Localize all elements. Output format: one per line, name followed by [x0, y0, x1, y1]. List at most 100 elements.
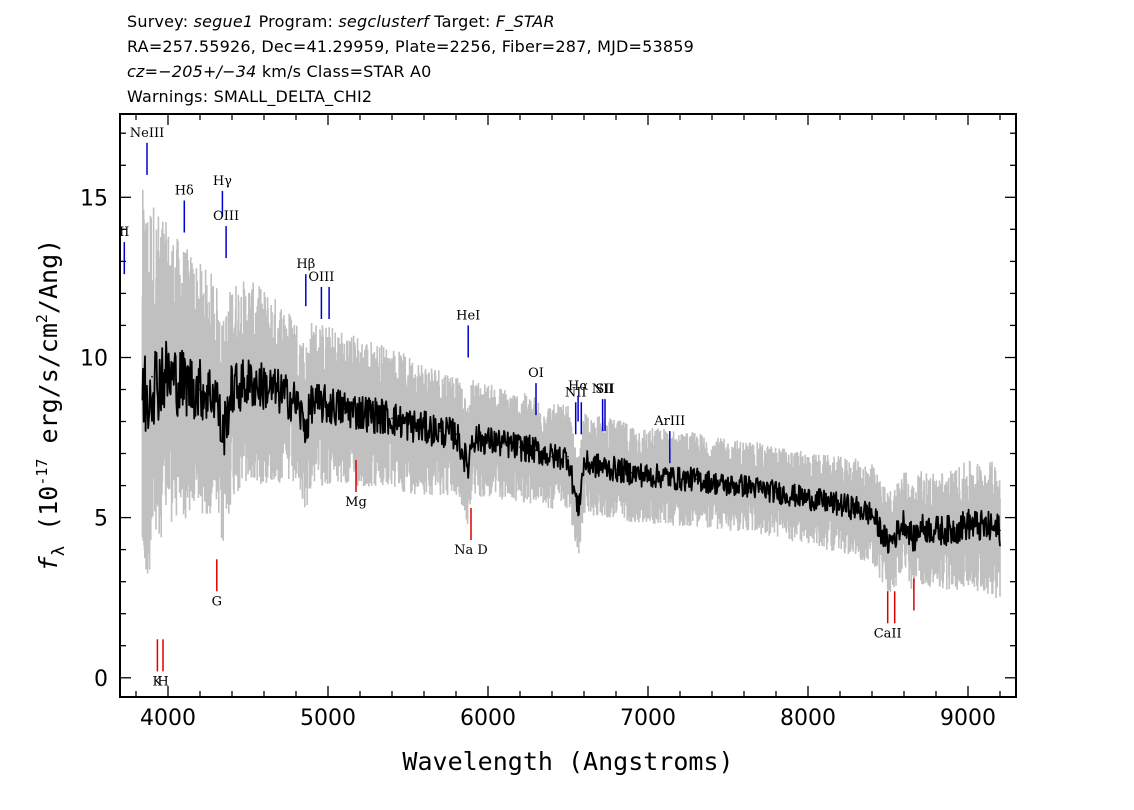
flux-point — [663, 475, 665, 477]
marker-label: OIII — [308, 270, 334, 285]
y-axis-exp-2: 2 — [33, 314, 51, 323]
marker-label: NII — [592, 382, 614, 397]
marker-label: SII — [595, 382, 614, 397]
flux-point — [160, 372, 163, 375]
flux-point — [903, 520, 905, 522]
cz-value: −205+/−34 — [158, 62, 257, 81]
flux-point — [711, 481, 713, 484]
y-axis-lambda: λ — [49, 546, 69, 556]
header-line-4: Warnings: SMALL_DELTA_CHI2 — [127, 87, 373, 106]
y-tick-label: 5 — [94, 507, 108, 532]
marker-label: HeI — [456, 308, 480, 323]
target-label: Target: — [434, 12, 491, 31]
header-line-3: cz=−205+/−34 km/s Class=STAR A0 — [127, 62, 432, 81]
y-axis-title: fλ (10-17 erg/s/cm2/Ang) — [33, 239, 69, 571]
flux-point — [327, 404, 329, 407]
flux-point — [343, 407, 345, 410]
flux-point — [967, 523, 969, 525]
x-axis-title: Wavelength (Angstroms) — [402, 747, 733, 776]
survey-value: segue1 — [193, 12, 254, 31]
flux-point — [455, 433, 457, 436]
y-axis-exp-1: -17 — [33, 459, 51, 486]
target-value: F_STAR — [495, 12, 555, 31]
flux-point — [146, 395, 148, 397]
flux-point — [679, 478, 681, 481]
y-axis-text-2: erg/s/cm — [34, 323, 63, 458]
marker-label: II — [119, 225, 129, 240]
survey-label: Survey: — [127, 12, 189, 31]
flux-point — [999, 529, 1001, 532]
flux-point — [807, 497, 809, 500]
marker-label: Mg — [345, 495, 367, 510]
program-value: segclusterf — [338, 12, 429, 31]
flux-point — [551, 456, 553, 458]
marker-label: Na D — [454, 543, 488, 558]
marker-label: G — [212, 594, 222, 609]
x-tick-label: 7000 — [620, 706, 676, 731]
flux-point — [519, 446, 521, 448]
flux-point — [599, 465, 601, 468]
x-tick-label: 4000 — [140, 706, 196, 731]
marker-label: CaII — [874, 626, 902, 641]
flux-point — [743, 484, 745, 487]
flux-point — [839, 504, 841, 506]
flux-point — [695, 478, 697, 481]
flux-point — [407, 423, 409, 426]
class-text: km/s Class=STAR A0 — [261, 62, 432, 81]
marker-label: H — [157, 674, 168, 689]
header-line-1: Survey: segue1 Program: segclusterf Targ… — [127, 12, 555, 31]
flux-point — [141, 388, 144, 391]
flux-point — [983, 526, 985, 528]
flux-point — [487, 439, 489, 442]
flux-point — [439, 430, 441, 432]
marker-label: ArIII — [653, 414, 685, 429]
axis-ticks-group: 4000 5000 6000 7000 8000 9000 0 5 10 15 — [80, 114, 1016, 731]
flux-point — [855, 507, 857, 509]
flux-point — [823, 500, 825, 503]
flux-point — [151, 375, 153, 378]
program-label: Program: — [258, 12, 334, 31]
flux-point — [759, 488, 761, 490]
flux-point — [247, 382, 249, 384]
spectrum-line — [141, 340, 1001, 554]
flux-point — [207, 391, 209, 394]
flux-point — [263, 385, 265, 388]
flux-point — [775, 491, 777, 493]
x-tick-label: 8000 — [780, 706, 836, 731]
flux-point — [471, 436, 473, 439]
marker-label: Hα — [568, 379, 588, 394]
spectrum-group — [141, 340, 1001, 554]
flux-point — [935, 529, 937, 532]
flux-point — [279, 391, 281, 394]
flux-point — [615, 468, 617, 471]
x-tick-label: 5000 — [300, 706, 356, 731]
flux-point — [871, 513, 873, 516]
flux-point — [423, 427, 425, 429]
flux-point — [886, 542, 889, 544]
flux-point — [375, 414, 377, 416]
marker-label: NeIII — [130, 126, 164, 141]
marker-label: Hγ — [213, 174, 232, 189]
flux-point — [631, 472, 633, 474]
y-axis-f: f — [34, 555, 63, 571]
x-tick-label: 9000 — [940, 706, 996, 731]
marker-label: OIII — [213, 209, 239, 224]
flux-point — [199, 388, 201, 391]
flux-point — [919, 526, 921, 528]
x-tick-label: 6000 — [460, 706, 516, 731]
marker-label: OI — [528, 366, 544, 381]
flux-point — [893, 536, 896, 538]
y-axis-text-1: (10 — [34, 486, 63, 546]
flux-point — [175, 379, 177, 381]
flux-point — [503, 443, 505, 445]
cz-label: cz= — [127, 62, 159, 81]
flux-point — [391, 417, 393, 420]
flux-point — [647, 475, 649, 477]
flux-point — [311, 401, 313, 404]
y-tick-label: 15 — [80, 186, 108, 211]
marker-label: NII — [565, 385, 587, 400]
flux-point — [295, 401, 297, 404]
